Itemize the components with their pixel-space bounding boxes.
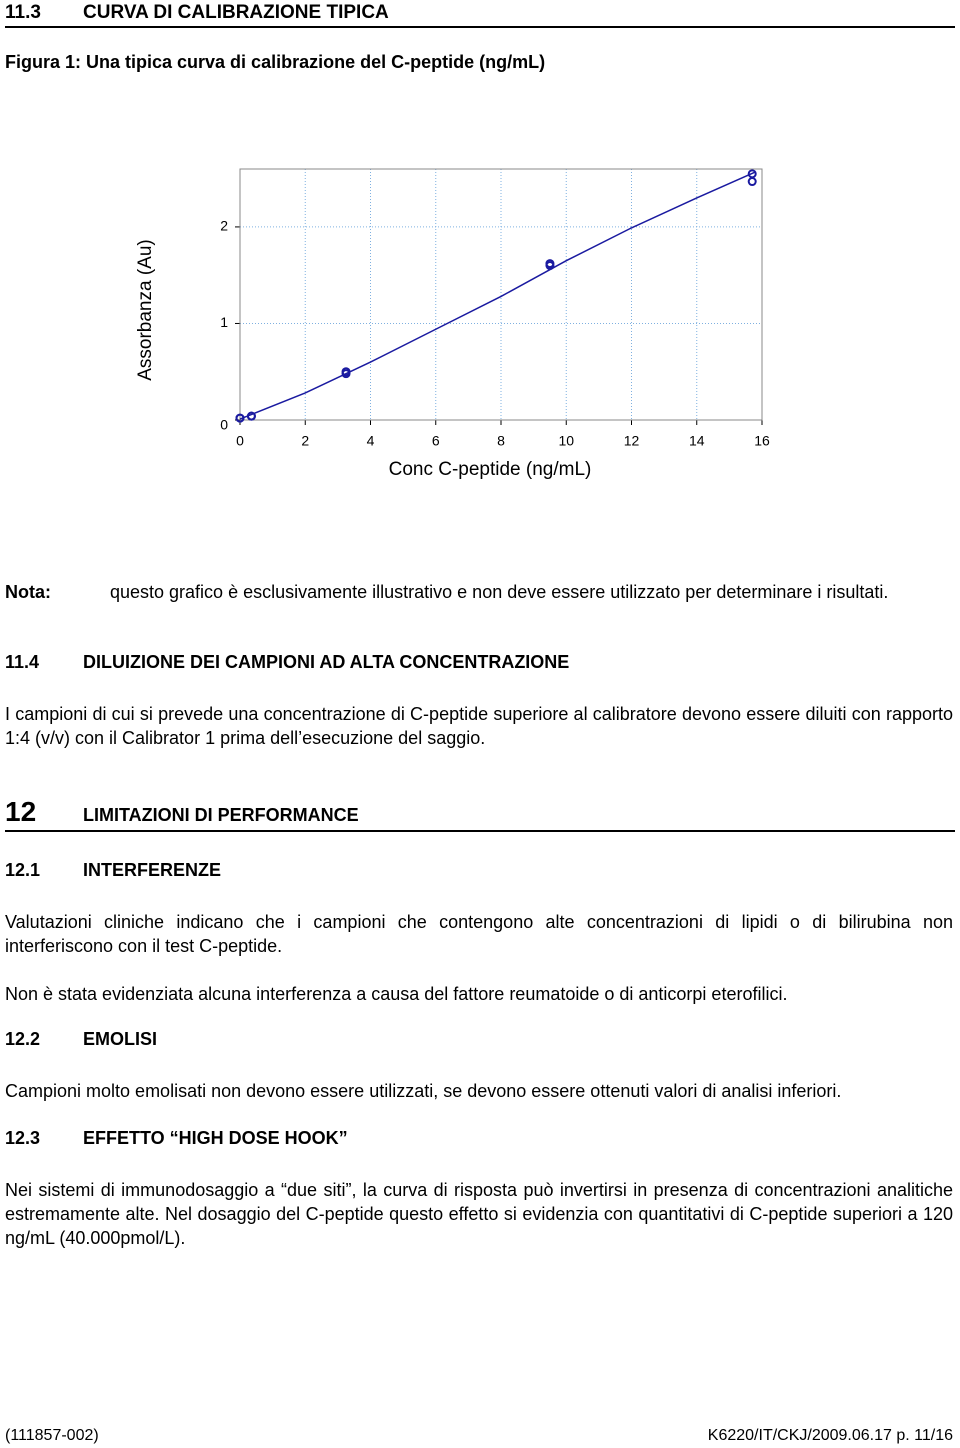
section-title: LIMITAZIONI DI PERFORMANCE [83,805,359,825]
plot-frame [239,168,763,421]
section-heading: 12.1 INTERFERENZE [5,858,953,882]
x-tick-label: 2 [301,433,309,449]
section-heading: 11.4 DILUIZIONE DEI CAMPIONI AD ALTA CONC… [5,650,953,674]
x-tick-label: 12 [624,433,640,449]
x-tick-label: 14 [689,433,705,449]
note-text: questo grafico è esclusivamente illustra… [110,582,889,602]
section-title: INTERFERENZE [83,860,222,880]
paragraph: Nei sistemi di immunodosaggio a “due sit… [5,1180,953,1248]
note-label: Nota: [5,582,51,602]
section-title: EMOLISI [83,1029,158,1049]
section-number: 12.3 [5,1128,41,1148]
x-tick-label: 8 [497,433,505,449]
x-tick-label: 10 [558,433,574,449]
section-title: DILUIZIONE DEI CAMPIONI AD ALTA CONCENTR… [83,652,570,672]
paragraph: Valutazioni cliniche indicano che i camp… [5,912,953,956]
paragraph: I campioni di cui si prevede una concent… [5,704,953,748]
header-title: CURVA DI CALIBRAZIONE TIPICA [83,2,389,23]
section-heading: 12 LIMITAZIONI DI PERFORMANCE [5,796,953,827]
y-axis-label: Assorbanza (Au) [135,239,156,381]
data-point [235,413,245,423]
rule [5,26,955,28]
y-tick-label: 2 [220,218,228,234]
chart: Assorbanza (Au) Conc C-peptide (ng/mL) 0… [135,168,770,480]
section-number: 12.2 [5,1029,41,1049]
section-number: 12.1 [5,860,41,880]
footer-right: K6220/IT/CKJ/2009.06.17 p. 11/16 [707,1427,953,1444]
x-axis-label: Conc C-peptide (ng/mL) [389,459,592,480]
section-title: EFFETTO “HIGH DOSE HOOK” [83,1128,348,1148]
y-tick-label: 0 [220,417,228,433]
header-number: 11.3 [5,2,41,23]
paragraph: Campioni molto emolisati non devono esse… [5,1081,842,1101]
section-number: 12 [5,796,37,827]
data-point [341,367,351,377]
footer: (111857-002) K6220/IT/CKJ/2009.06.17 p. … [5,1424,953,1448]
header: 11.3 CURVA DI CALIBRAZIONE TIPICA [5,1,953,25]
paragraph: Non è stata evidenziata alcuna interfere… [5,984,788,1004]
section-heading: 12.3 EFFETTO “HIGH DOSE HOOK” [5,1126,953,1150]
x-tick-label: 6 [432,433,440,449]
x-tick-label: 4 [367,433,375,449]
x-tick-label: 0 [236,433,244,449]
y-tick-label: 1 [220,314,228,330]
data-point [747,177,757,187]
footer-left: (111857-002) [5,1427,99,1444]
figure-caption: Figura 1: Una tipica curva di calibrazio… [5,52,546,72]
x-tick-label: 16 [754,433,770,449]
section-number: 11.4 [5,652,40,672]
data-point [246,411,256,421]
fit-curve [239,171,756,420]
data-point [747,169,757,179]
note: Nota: questo grafico è esclusivamente il… [5,580,953,604]
data-point [545,259,555,269]
rule [5,830,955,832]
section-heading: 12.2 EMOLISI [5,1027,953,1051]
